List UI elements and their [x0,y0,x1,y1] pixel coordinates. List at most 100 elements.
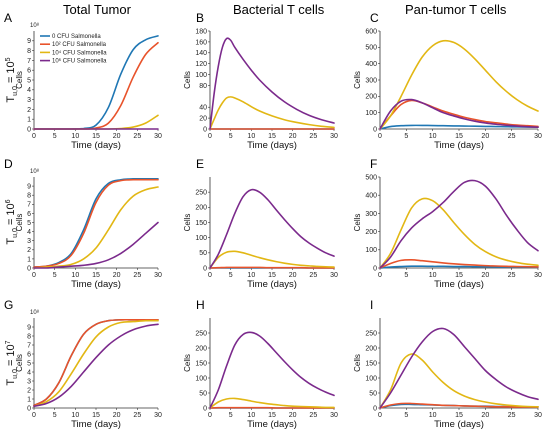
x-tick-label: 10 [247,272,255,279]
column-title-pan-tumor-t-cells: Pan-tumor T cells [405,2,507,17]
y-tick-label: 7 [27,58,31,65]
series-line-1 [209,266,335,269]
x-tick-label: 5 [53,412,57,419]
panel-h: H 0 5 10 15 20 25 30 0 50 100 150 200 250 Time (days) C… [183,298,338,430]
y-tick-label: 250 [195,330,207,337]
y-tick-label: 150 [195,360,207,367]
x-tick-label: 30 [154,272,162,279]
x-tick-label: 15 [92,272,100,279]
y-tick-label: 8 [27,333,31,340]
y-tick-label: 0 [203,405,207,412]
x-tick-label: 30 [330,133,338,140]
y-tick-label: 150 [195,220,207,227]
x-tick-label: 0 [208,272,212,279]
x-tick-label: 10 [247,133,255,140]
y-tick-label: 300 [365,211,377,218]
y-tick-label: 7 [27,202,31,209]
x-tick-label: 25 [309,133,317,140]
x-tick-label: 10 [71,272,79,279]
x-tick-label: 30 [154,133,162,140]
x-tick-label: 20 [289,412,297,419]
y-tick-label: 100 [195,72,207,79]
series-line-3 [379,98,539,130]
x-tick-label: 15 [268,272,276,279]
x-tick-label: 0 [208,133,212,140]
y-tick-label: 100 [365,247,377,254]
row-label: Tu,0 = 107 [5,340,19,385]
y-tick-label: 250 [365,330,377,337]
x-tick-label: 5 [229,272,233,279]
panel-e: E 0 5 10 15 20 25 30 0 50 100 150 200 250 Time (days) C… [183,157,338,290]
y-tick-label: 0 [373,265,377,272]
y-tick-label: 9 [27,324,31,331]
x-tick-label: 30 [154,412,162,419]
y-tick-label: 0 [27,265,31,272]
series-line-2 [379,197,539,269]
x-tick-label: 20 [113,133,121,140]
y-tick-label: 9 [27,38,31,45]
series-line-3 [33,323,159,407]
series-line-1 [379,402,539,409]
y-axis-label: Cells [15,71,24,89]
y-axis-label: Cells [183,354,192,372]
x-tick-label: 30 [534,133,542,140]
x-tick-label: 15 [92,133,100,140]
column-title-bacterial-t-cells: Bacterial T cells [233,2,325,17]
x-tick-label: 0 [32,272,36,279]
x-tick-label: 15 [455,272,463,279]
x-tick-label: 10 [71,133,79,140]
x-tick-label: 25 [508,412,516,419]
row-label: Tu,0 = 105 [5,57,19,102]
series-line-2 [379,353,539,409]
y-tick-label: 100 [365,375,377,382]
x-axis-label: Time (days) [247,279,297,290]
y-tick-label: 100 [195,375,207,382]
x-tick-label: 25 [508,272,516,279]
series-line-1 [379,99,539,130]
y-tick-label: 0 [27,405,31,412]
x-tick-label: 25 [309,272,317,279]
y-axis-label: Cells [15,214,24,232]
x-tick-label: 0 [208,412,212,419]
x-tick-label: 15 [268,133,276,140]
y-tick-label: 8 [27,48,31,55]
y-tick-label: 100 [195,235,207,242]
x-tick-label: 15 [455,412,463,419]
x-tick-label: 20 [113,272,121,279]
panel-letter: A [4,11,12,25]
y-tick-label: 200 [365,94,377,101]
y-exponent-label: 10⁸ [30,309,40,316]
row-label: Tu,0 = 106 [5,199,19,244]
series-line-1 [379,258,539,269]
panel-letter: F [370,157,377,171]
x-tick-label: 0 [378,133,382,140]
panel-i: I 0 5 10 15 20 25 30 0 50 100 150 200 250 Time (days) C… [353,298,542,430]
y-tick-label: 2 [27,107,31,114]
x-tick-label: 5 [53,133,57,140]
y-tick-label: 4 [27,87,31,94]
series-line-2 [209,250,335,269]
y-tick-label: 5 [27,77,31,84]
y-tick-label: 80 [199,83,207,90]
x-tick-label: 15 [455,133,463,140]
y-tick-label: 0 [373,126,377,133]
x-tick-label: 10 [71,412,79,419]
y-tick-label: 6 [27,351,31,358]
x-tick-label: 30 [330,412,338,419]
y-tick-label: 2 [27,247,31,254]
x-axis-label: Time (days) [434,279,484,290]
x-tick-label: 10 [429,272,437,279]
y-tick-label: 100 [365,110,377,117]
y-tick-label: 3 [27,238,31,245]
series-line-2 [209,96,335,130]
y-tick-label: 1 [27,396,31,403]
y-tick-label: 200 [195,205,207,212]
y-axis-label: Cells [183,71,192,89]
y-exponent-label: 10⁸ [30,168,40,175]
y-tick-label: 4 [27,229,31,236]
x-tick-label: 10 [247,412,255,419]
x-tick-label: 0 [32,412,36,419]
y-tick-label: 500 [365,45,377,52]
